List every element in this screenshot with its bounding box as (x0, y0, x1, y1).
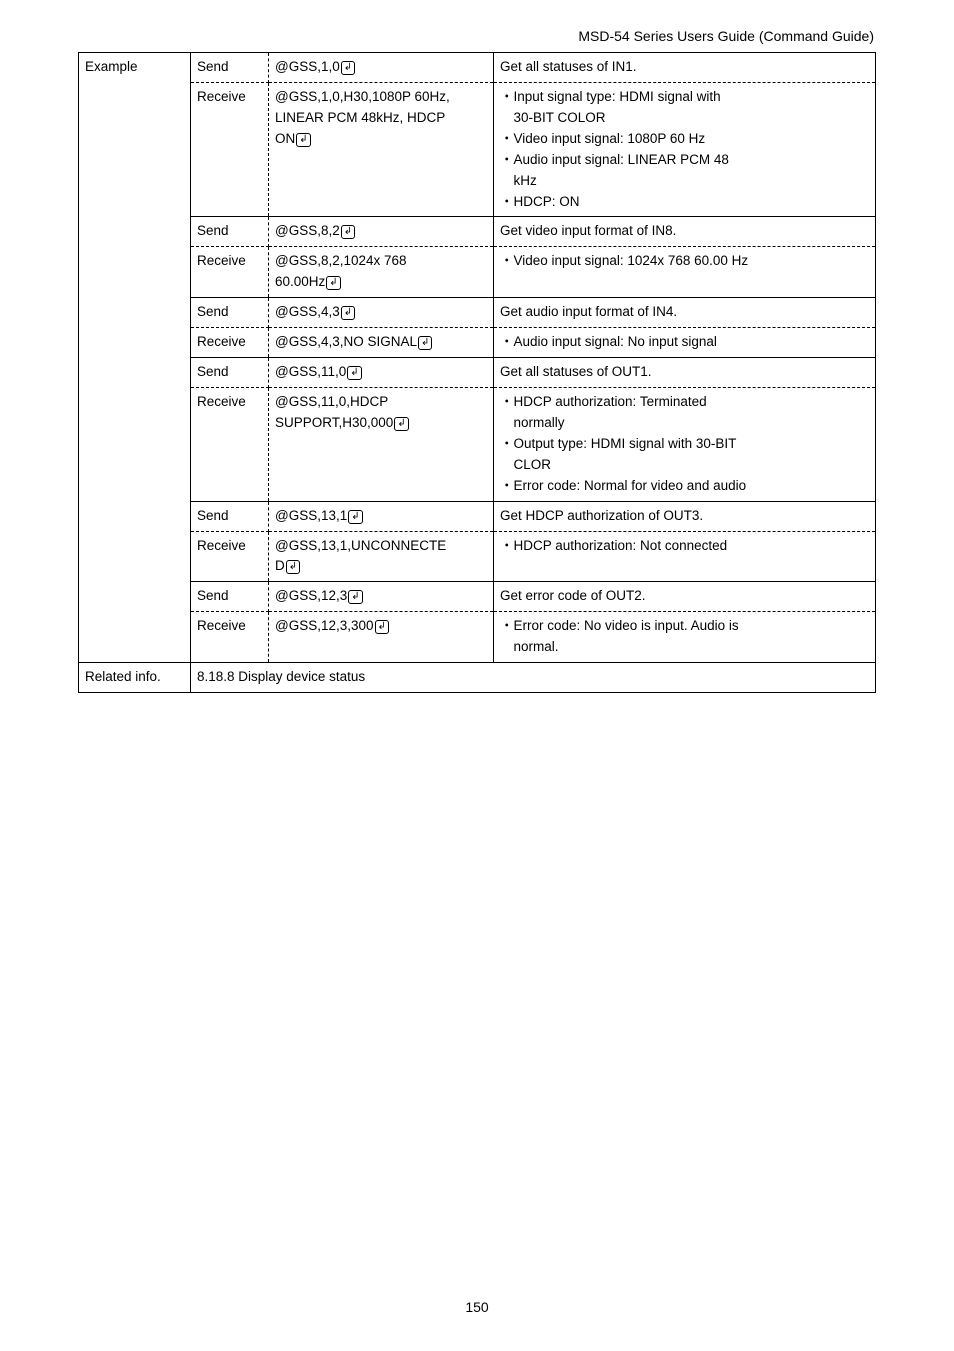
desc-cell: Get all statuses of IN1. (494, 53, 876, 83)
receive-cell: Receive (191, 328, 269, 358)
receive-cell: Receive (191, 612, 269, 663)
desc-cell: ・HDCP authorization: Not connected (494, 531, 876, 582)
cmd-cell: @GSS,11,0↲ (269, 358, 494, 388)
return-icon: ↲ (296, 133, 310, 147)
table-row: Send @GSS,12,3↲ Get error code of OUT2. (79, 582, 876, 612)
table-row: Receive @GSS,11,0,HDCP SUPPORT,H30,000↲ … (79, 387, 876, 501)
table-row: Receive @GSS,4,3,NO SIGNAL↲ ・Audio input… (79, 328, 876, 358)
desc-line: ・Output type: HDMI signal with 30-BIT (500, 436, 736, 451)
cmd-text: LINEAR PCM 48kHz, HDCP (275, 110, 445, 125)
cmd-text: @GSS,12,3 (275, 588, 347, 603)
return-icon: ↲ (375, 620, 389, 634)
return-icon: ↲ (348, 510, 362, 524)
desc-line: ・HDCP: ON (500, 194, 580, 209)
desc-line: kHz (500, 173, 537, 188)
table-row: Send @GSS,13,1↲ Get HDCP authorization o… (79, 501, 876, 531)
desc-cell: Get audio input format of IN4. (494, 298, 876, 328)
return-icon: ↲ (341, 61, 355, 75)
return-icon: ↲ (394, 417, 408, 431)
send-cell: Send (191, 53, 269, 83)
desc-cell: Get video input format of IN8. (494, 217, 876, 247)
table-row: Receive @GSS,12,3,300↲ ・Error code: No v… (79, 612, 876, 663)
example-label-cell: Example (79, 53, 191, 663)
return-icon: ↲ (326, 276, 340, 290)
related-text-cell: 8.18.8 Display device status (191, 663, 876, 693)
desc-line: ・Video input signal: 1080P 60 Hz (500, 131, 705, 146)
desc-line: normally (500, 415, 565, 430)
desc-cell: ・Input signal type: HDMI signal with 30-… (494, 82, 876, 217)
cmd-cell: @GSS,1,0↲ (269, 53, 494, 83)
cmd-cell: @GSS,8,2↲ (269, 217, 494, 247)
cmd-cell: @GSS,13,1,UNCONNECTE D↲ (269, 531, 494, 582)
desc-cell: ・Video input signal: 1024x 768 60.00 Hz (494, 247, 876, 298)
table-row: Receive @GSS,13,1,UNCONNECTE D↲ ・HDCP au… (79, 531, 876, 582)
cmd-text: @GSS,4,3,NO SIGNAL (275, 334, 417, 349)
return-icon: ↲ (286, 560, 300, 574)
cmd-text: 60.00Hz (275, 274, 325, 289)
return-icon: ↲ (341, 306, 355, 320)
doc-header: MSD-54 Series Users Guide (Command Guide… (0, 0, 954, 52)
desc-cell: Get all statuses of OUT1. (494, 358, 876, 388)
cmd-text: @GSS,13,1,UNCONNECTE (275, 538, 446, 553)
send-cell: Send (191, 582, 269, 612)
send-cell: Send (191, 501, 269, 531)
cmd-text: @GSS,11,0,HDCP (275, 394, 388, 409)
cmd-text: @GSS,12,3,300 (275, 618, 374, 633)
return-icon: ↲ (418, 336, 432, 350)
cmd-text: @GSS,8,2,1024x 768 (275, 253, 407, 268)
receive-cell: Receive (191, 82, 269, 217)
desc-cell: ・Audio input signal: No input signal (494, 328, 876, 358)
desc-line: ・HDCP authorization: Terminated (500, 394, 707, 409)
desc-line: ・Input signal type: HDMI signal with (500, 89, 721, 104)
desc-line: CLOR (500, 457, 551, 472)
send-cell: Send (191, 217, 269, 247)
receive-cell: Receive (191, 531, 269, 582)
desc-cell: ・Error code: No video is input. Audio is… (494, 612, 876, 663)
cmd-cell: @GSS,1,0,H30,1080P 60Hz, LINEAR PCM 48kH… (269, 82, 494, 217)
cmd-cell: @GSS,4,3,NO SIGNAL↲ (269, 328, 494, 358)
desc-line: ・Error code: Normal for video and audio (500, 478, 746, 493)
cmd-text: D (275, 558, 285, 573)
cmd-cell: @GSS,12,3↲ (269, 582, 494, 612)
cmd-cell: @GSS,13,1↲ (269, 501, 494, 531)
cmd-cell: @GSS,8,2,1024x 768 60.00Hz↲ (269, 247, 494, 298)
related-label-cell: Related info. (79, 663, 191, 693)
send-cell: Send (191, 358, 269, 388)
cmd-cell: @GSS,4,3↲ (269, 298, 494, 328)
table-row: Send @GSS,4,3↲ Get audio input format of… (79, 298, 876, 328)
desc-cell: Get error code of OUT2. (494, 582, 876, 612)
return-icon: ↲ (341, 225, 355, 239)
command-table: Example Send @GSS,1,0↲ Get all statuses … (78, 52, 876, 693)
cmd-text: @GSS,13,1 (275, 508, 347, 523)
send-cell: Send (191, 298, 269, 328)
cmd-text: ON (275, 131, 295, 146)
return-icon: ↲ (347, 366, 361, 380)
receive-cell: Receive (191, 387, 269, 501)
desc-line: 30-BIT COLOR (500, 110, 606, 125)
cmd-text: @GSS,8,2 (275, 223, 340, 238)
table-row: Receive @GSS,1,0,H30,1080P 60Hz, LINEAR … (79, 82, 876, 217)
cmd-cell: @GSS,12,3,300↲ (269, 612, 494, 663)
cmd-cell: @GSS,11,0,HDCP SUPPORT,H30,000↲ (269, 387, 494, 501)
desc-line: ・Error code: No video is input. Audio is (500, 618, 739, 633)
desc-line: ・Audio input signal: LINEAR PCM 48 (500, 152, 729, 167)
cmd-text: @GSS,1,0 (275, 59, 340, 74)
table-row: Receive @GSS,8,2,1024x 768 60.00Hz↲ ・Vid… (79, 247, 876, 298)
desc-cell: Get HDCP authorization of OUT3. (494, 501, 876, 531)
desc-line: normal. (500, 639, 559, 654)
command-table-wrap: Example Send @GSS,1,0↲ Get all statuses … (0, 52, 954, 693)
cmd-text: @GSS,1,0,H30,1080P 60Hz, (275, 89, 450, 104)
cmd-text: SUPPORT,H30,000 (275, 415, 393, 430)
table-row: Related info. 8.18.8 Display device stat… (79, 663, 876, 693)
desc-cell: ・HDCP authorization: Terminated normally… (494, 387, 876, 501)
cmd-text: @GSS,4,3 (275, 304, 340, 319)
table-row: Send @GSS,8,2↲ Get video input format of… (79, 217, 876, 247)
return-icon: ↲ (348, 590, 362, 604)
page-number: 150 (0, 1299, 954, 1315)
receive-cell: Receive (191, 247, 269, 298)
table-row: Example Send @GSS,1,0↲ Get all statuses … (79, 53, 876, 83)
table-row: Send @GSS,11,0↲ Get all statuses of OUT1… (79, 358, 876, 388)
cmd-text: @GSS,11,0 (275, 364, 346, 379)
